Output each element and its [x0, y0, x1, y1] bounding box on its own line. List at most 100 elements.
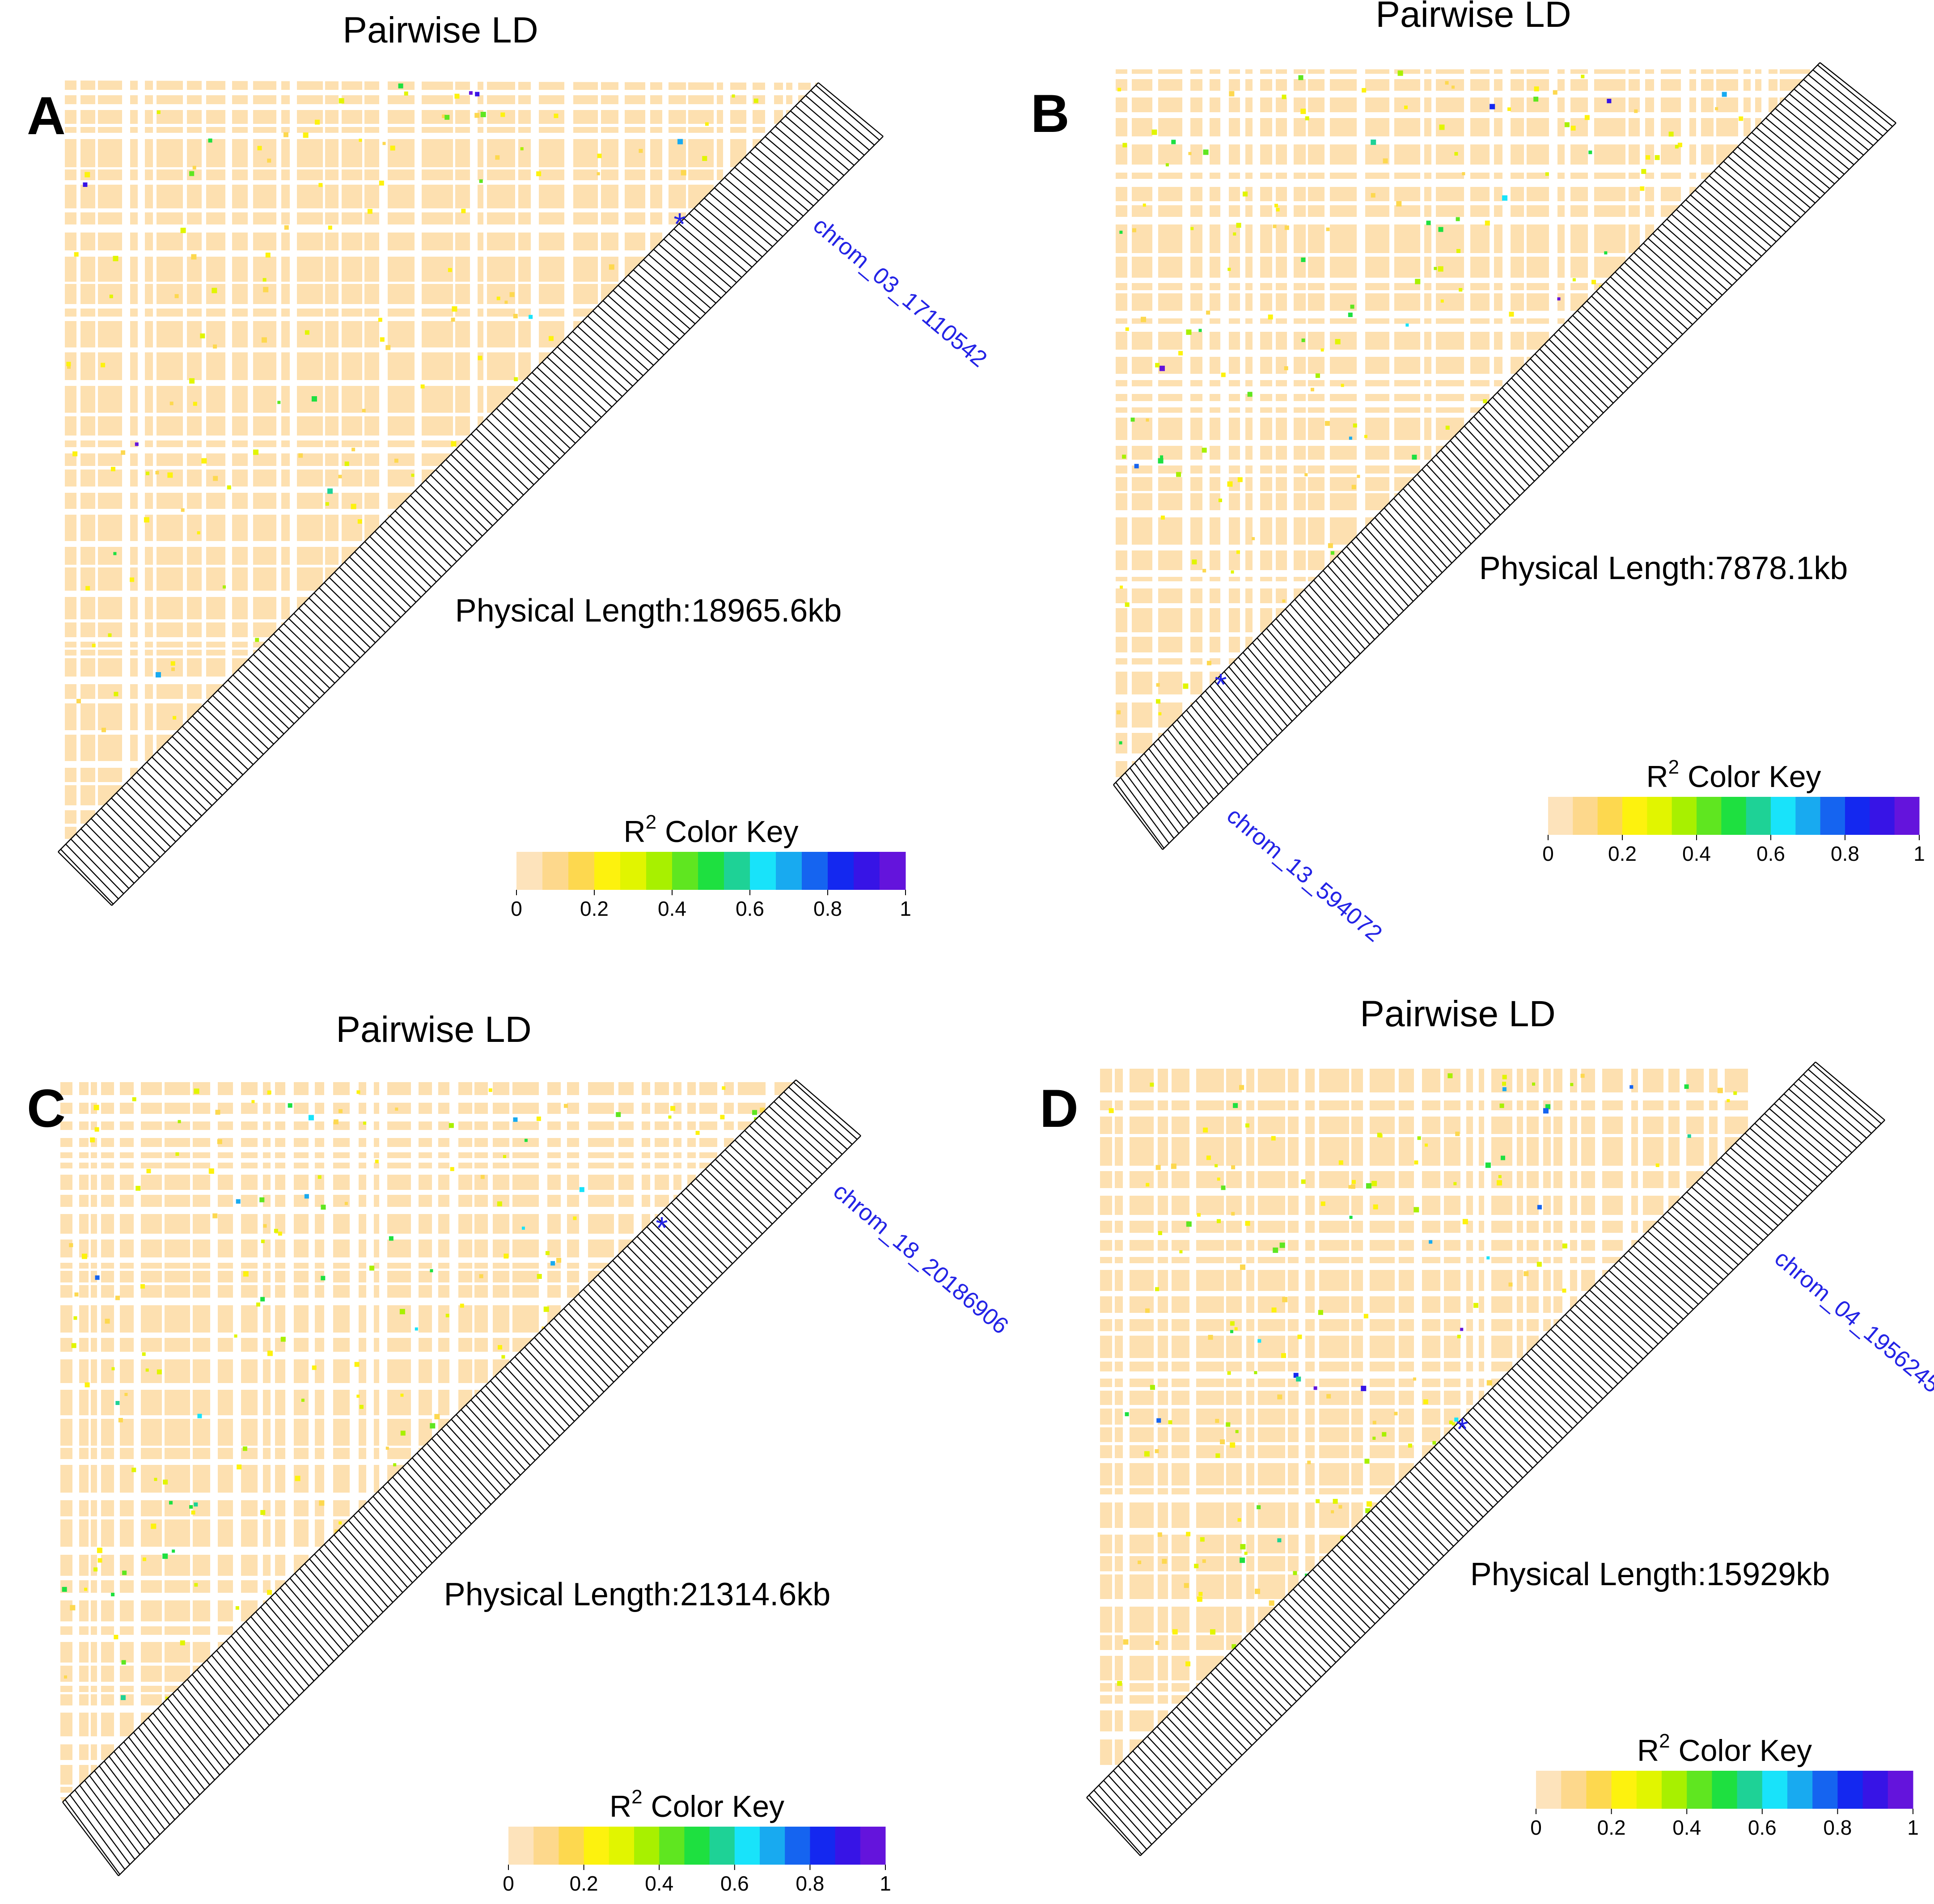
ld-cell-block [253, 321, 276, 347]
ld-cell-high [260, 1297, 265, 1302]
ld-cell-block [325, 80, 339, 90]
snp-line [136, 772, 192, 827]
ld-cell-block [253, 257, 276, 282]
ld-cell-block [1210, 418, 1220, 440]
ld-cell-block [1716, 118, 1738, 136]
snp-line [263, 643, 320, 699]
ld-cell-block [1365, 187, 1389, 201]
ld-cell-block [98, 169, 122, 180]
ld-cell-block [98, 257, 122, 282]
ld-cell-block [130, 470, 138, 487]
ld-cell-high [1301, 257, 1306, 262]
ld-cell-block [1470, 357, 1490, 374]
ld-cell-block [130, 257, 138, 282]
snp-line [1247, 647, 1303, 712]
ld-cell-high [115, 1401, 120, 1405]
ld-cell-block [422, 95, 453, 104]
ld-cell-block [1494, 97, 1502, 112]
ld-cell-block [650, 80, 662, 90]
ld-cell-block [1260, 588, 1272, 603]
ld-cell-block [374, 1082, 379, 1095]
ld-cell-high [1276, 207, 1280, 212]
ld-cell-block [1210, 394, 1220, 401]
ld-cell-high [430, 1269, 433, 1273]
ld-cell-block [263, 1519, 271, 1547]
ld-cell-block [98, 321, 122, 347]
ld-cell-block [263, 1121, 271, 1130]
snp-line [1690, 195, 1762, 257]
ld-cell-block [241, 1263, 258, 1269]
ld-cell-block [101, 1519, 114, 1547]
ld-cell-block [1116, 517, 1127, 545]
ld-cell-high [261, 1240, 265, 1244]
ld-cell-block [1158, 187, 1182, 201]
ld-cell-block [232, 80, 248, 90]
ld-cell-block [359, 1338, 366, 1352]
ld-cell-block [98, 386, 122, 413]
ld-cell-high [118, 1417, 123, 1422]
ld-cell-block [655, 1152, 669, 1158]
ld-cell-block [669, 110, 686, 124]
ld-cell-block [1330, 187, 1357, 201]
ld-cell-block [655, 1082, 669, 1095]
ld-cell-block [333, 1082, 350, 1095]
snp-line [568, 1303, 629, 1368]
ld-cell-block [1294, 79, 1306, 91]
ld-cell-block [91, 1666, 97, 1682]
snp-line [1205, 690, 1258, 756]
snp-line [1172, 724, 1224, 790]
ld-cell-high [174, 294, 179, 298]
ld-cell-high [121, 450, 126, 455]
ld-cell-block [1330, 446, 1357, 460]
ld-cell-block [130, 139, 138, 167]
ld-cell-block [1276, 446, 1287, 460]
color-key-swatch [1672, 797, 1697, 835]
ld-cell-high [1581, 75, 1585, 79]
ld-cell-block [1260, 187, 1272, 201]
ld-cell-block [1132, 283, 1152, 290]
ld-cell-block [487, 309, 515, 317]
ld-cell-block [1158, 517, 1182, 545]
ld-cell-block [98, 515, 122, 541]
ld-cell-block [60, 1195, 72, 1207]
ld-cell-block [573, 80, 598, 90]
ld-cell-block [1260, 205, 1272, 217]
ld-cell-block [120, 1175, 134, 1190]
ld-cell-block [474, 1163, 488, 1168]
ld-cell-block [206, 642, 225, 647]
ld-cell-block [478, 386, 483, 413]
ld-cell-block [60, 1082, 72, 1095]
ld-cell-block [325, 352, 339, 380]
ld-cell-block [1116, 658, 1127, 664]
ld-cell-block [1190, 144, 1202, 165]
ld-cell-block [157, 567, 183, 591]
ld-cell-block [141, 1305, 162, 1333]
ld-cell-block [141, 1195, 162, 1207]
ld-cell-block [297, 321, 323, 347]
ld-cell-block [1494, 118, 1502, 136]
ld-cell-block [1116, 672, 1127, 694]
ld-cell-block [80, 80, 95, 90]
snp-line [126, 782, 182, 837]
ld-cell-block [1158, 257, 1182, 278]
ld-cell-block [101, 1163, 114, 1168]
ld-cell-block [374, 1465, 379, 1493]
ld-cell-block [474, 1338, 488, 1352]
ld-cell-high [181, 508, 185, 512]
ld-cell-block [60, 1175, 72, 1190]
ld-cell-block [1436, 380, 1464, 386]
ld-cell-high [169, 402, 174, 406]
snp-line [258, 649, 315, 704]
ld-cell-high [170, 661, 175, 666]
ld-cell-block [655, 1138, 669, 1147]
ld-cell-block [275, 1448, 285, 1459]
ld-cell-block [1245, 577, 1253, 581]
snp-line [461, 1409, 521, 1476]
snp-line [1746, 136, 1820, 199]
ld-cell-block [1511, 79, 1524, 91]
ld-cell-block [263, 1271, 271, 1282]
ld-cell-block [1132, 97, 1152, 112]
ld-cell-high [509, 292, 515, 297]
ld-cell-high [1176, 472, 1181, 477]
ld-cell-block [387, 1175, 411, 1190]
